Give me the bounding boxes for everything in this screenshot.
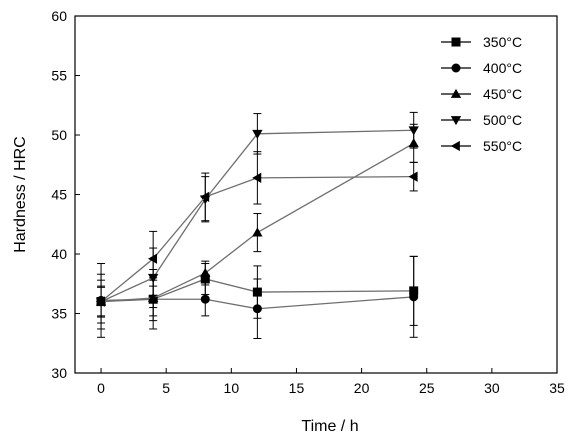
legend-label: 550°C bbox=[483, 138, 522, 154]
legend-entry: 550°C bbox=[441, 138, 522, 154]
data-point bbox=[409, 292, 419, 302]
legend-entry: 450°C bbox=[441, 86, 522, 102]
x-tick-label: 5 bbox=[162, 380, 170, 396]
data-point bbox=[252, 227, 263, 237]
legend-marker bbox=[450, 116, 462, 126]
x-axis-title: Time / h bbox=[301, 418, 358, 435]
legend-entry: 400°C bbox=[441, 60, 522, 76]
data-point bbox=[95, 296, 105, 307]
series-5 bbox=[95, 151, 418, 318]
y-tick-label: 40 bbox=[51, 246, 67, 262]
data-point bbox=[200, 267, 211, 277]
x-tick-label: 10 bbox=[224, 380, 240, 396]
legend-label: 350°C bbox=[483, 34, 522, 50]
data-point bbox=[252, 129, 263, 139]
legend-marker bbox=[450, 140, 460, 152]
x-tick-label: 30 bbox=[484, 380, 500, 396]
legend-marker bbox=[450, 88, 462, 98]
data-point bbox=[252, 304, 262, 314]
legend-marker bbox=[451, 63, 461, 73]
data-point bbox=[200, 294, 210, 304]
y-tick-label: 60 bbox=[51, 8, 67, 24]
data-point bbox=[408, 126, 419, 136]
data-point bbox=[200, 191, 210, 203]
legend-marker bbox=[451, 37, 461, 47]
x-tick-label: 25 bbox=[419, 380, 435, 396]
legend-label: 400°C bbox=[483, 60, 522, 76]
legend-label: 500°C bbox=[483, 112, 522, 128]
legend-label: 450°C bbox=[483, 86, 522, 102]
axis-ticks: 0 5 10 15 20 25 30 35 30 35 40 45 50 55 60 bbox=[51, 8, 565, 396]
x-tick-label: 35 bbox=[549, 380, 565, 396]
data-series bbox=[95, 111, 419, 339]
x-tick-label: 0 bbox=[97, 380, 105, 396]
legend: 350°C 400°C 450°C 500°C 550°C bbox=[441, 34, 522, 154]
y-tick-label: 30 bbox=[51, 365, 67, 381]
y-tick-label: 45 bbox=[51, 187, 67, 203]
data-point bbox=[408, 171, 418, 182]
data-point bbox=[252, 172, 262, 184]
x-tick-label: 20 bbox=[354, 380, 370, 396]
y-tick-label: 55 bbox=[51, 68, 67, 84]
legend-entry: 350°C bbox=[441, 34, 522, 50]
y-tick-label: 35 bbox=[51, 306, 67, 322]
y-axis-title: Hardness / HRC bbox=[12, 136, 29, 252]
x-tick-label: 15 bbox=[289, 380, 305, 396]
data-point bbox=[147, 253, 158, 264]
legend-entry: 500°C bbox=[441, 112, 522, 128]
y-tick-label: 50 bbox=[51, 127, 67, 143]
